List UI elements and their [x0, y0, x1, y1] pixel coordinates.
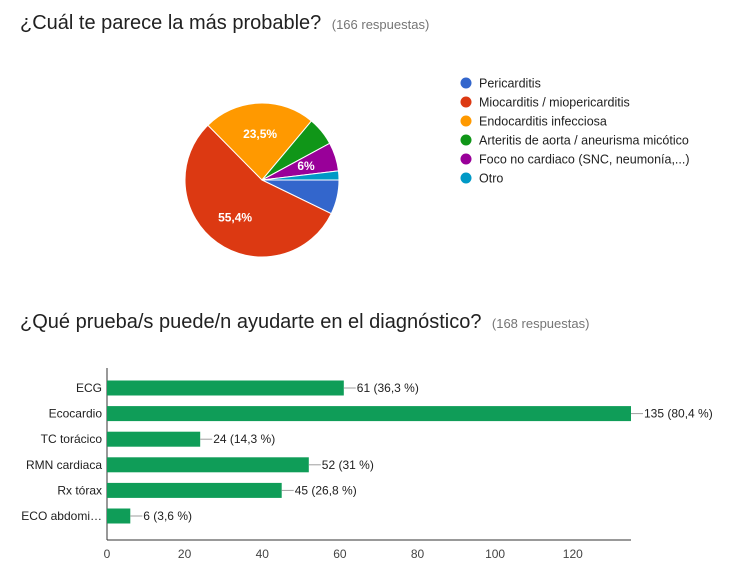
category-label-0: ECG	[76, 381, 102, 395]
x-tick-label-2: 40	[256, 547, 270, 561]
pie-slice-label-1: 55,4%	[218, 211, 252, 225]
x-tick-label-6: 120	[563, 547, 583, 561]
bar-value-label-5: 6 (3,6 %)	[143, 509, 192, 523]
category-label-1: Ecocardio	[49, 407, 103, 421]
bar-value-label-2: 24 (14,3 %)	[213, 432, 275, 446]
x-tick-label-4: 80	[411, 547, 425, 561]
legend-entry-1: Miocarditis / miopericarditis	[479, 96, 630, 110]
question-1-header: ¿Cuál te parece la más probable? (166 re…	[20, 12, 429, 35]
category-label-2: TC torácico	[41, 432, 103, 446]
bar-0	[107, 380, 344, 396]
legend-entry-0: Pericarditis	[479, 77, 541, 91]
question-2-header: ¿Qué prueba/s puede/n ayudarte en el dia…	[20, 311, 589, 334]
question-2-title: ¿Qué prueba/s puede/n ayudarte en el dia…	[20, 311, 482, 333]
bar-2	[107, 431, 201, 447]
x-tick-label-1: 20	[178, 547, 192, 561]
bar-value-label-3: 52 (31 %)	[322, 458, 374, 472]
pie-slice-label-4: 6%	[297, 159, 315, 173]
pie-slice-label-2: 23,5%	[243, 127, 277, 141]
legend-marker-4	[460, 153, 472, 165]
category-label-3: RMN cardiaca	[26, 458, 102, 472]
bar-3	[107, 457, 309, 473]
bar-value-label-1: 135 (80,4 %)	[644, 407, 713, 421]
legend-marker-1	[460, 96, 472, 108]
pie-slice-2	[207, 102, 313, 181]
legend-entry-5: Otro	[479, 172, 503, 186]
bar-5	[107, 508, 131, 524]
x-tick-label-5: 100	[485, 547, 505, 561]
legend-marker-2	[460, 115, 472, 127]
x-tick-label-0: 0	[104, 547, 111, 561]
legend-marker-0	[460, 77, 472, 89]
bar-value-label-4: 45 (26,8 %)	[295, 483, 357, 497]
x-tick-label-3: 60	[333, 547, 347, 561]
bar-1	[107, 406, 631, 422]
legend-entry-2: Endocarditis infecciosa	[479, 115, 607, 129]
question-1-title: ¿Cuál te parece la más probable?	[20, 12, 322, 34]
question-1-response-count: (166 respuestas)	[331, 17, 430, 32]
legend-entry-4: Foco no cardiaco (SNC, neumonía,...)	[479, 153, 690, 167]
question-2-response-count: (168 respuestas)	[491, 316, 590, 331]
legend-marker-5	[460, 172, 472, 184]
category-label-4: Rx tórax	[57, 483, 102, 497]
pie-slice-1	[184, 124, 332, 258]
pie-slice-5	[261, 170, 340, 181]
bar-4	[107, 482, 282, 498]
legend-marker-3	[460, 134, 472, 146]
pie-chart: 55,4% 23,5% 6% Pericarditis Miocarditis / mi…	[184, 77, 690, 258]
bar-value-label-0: 61 (36,3 %)	[357, 381, 419, 395]
legend-entry-3: Arteritis de aorta / aneurisma micótico	[479, 134, 689, 148]
category-label-5: ECO abdomi…	[21, 509, 102, 523]
